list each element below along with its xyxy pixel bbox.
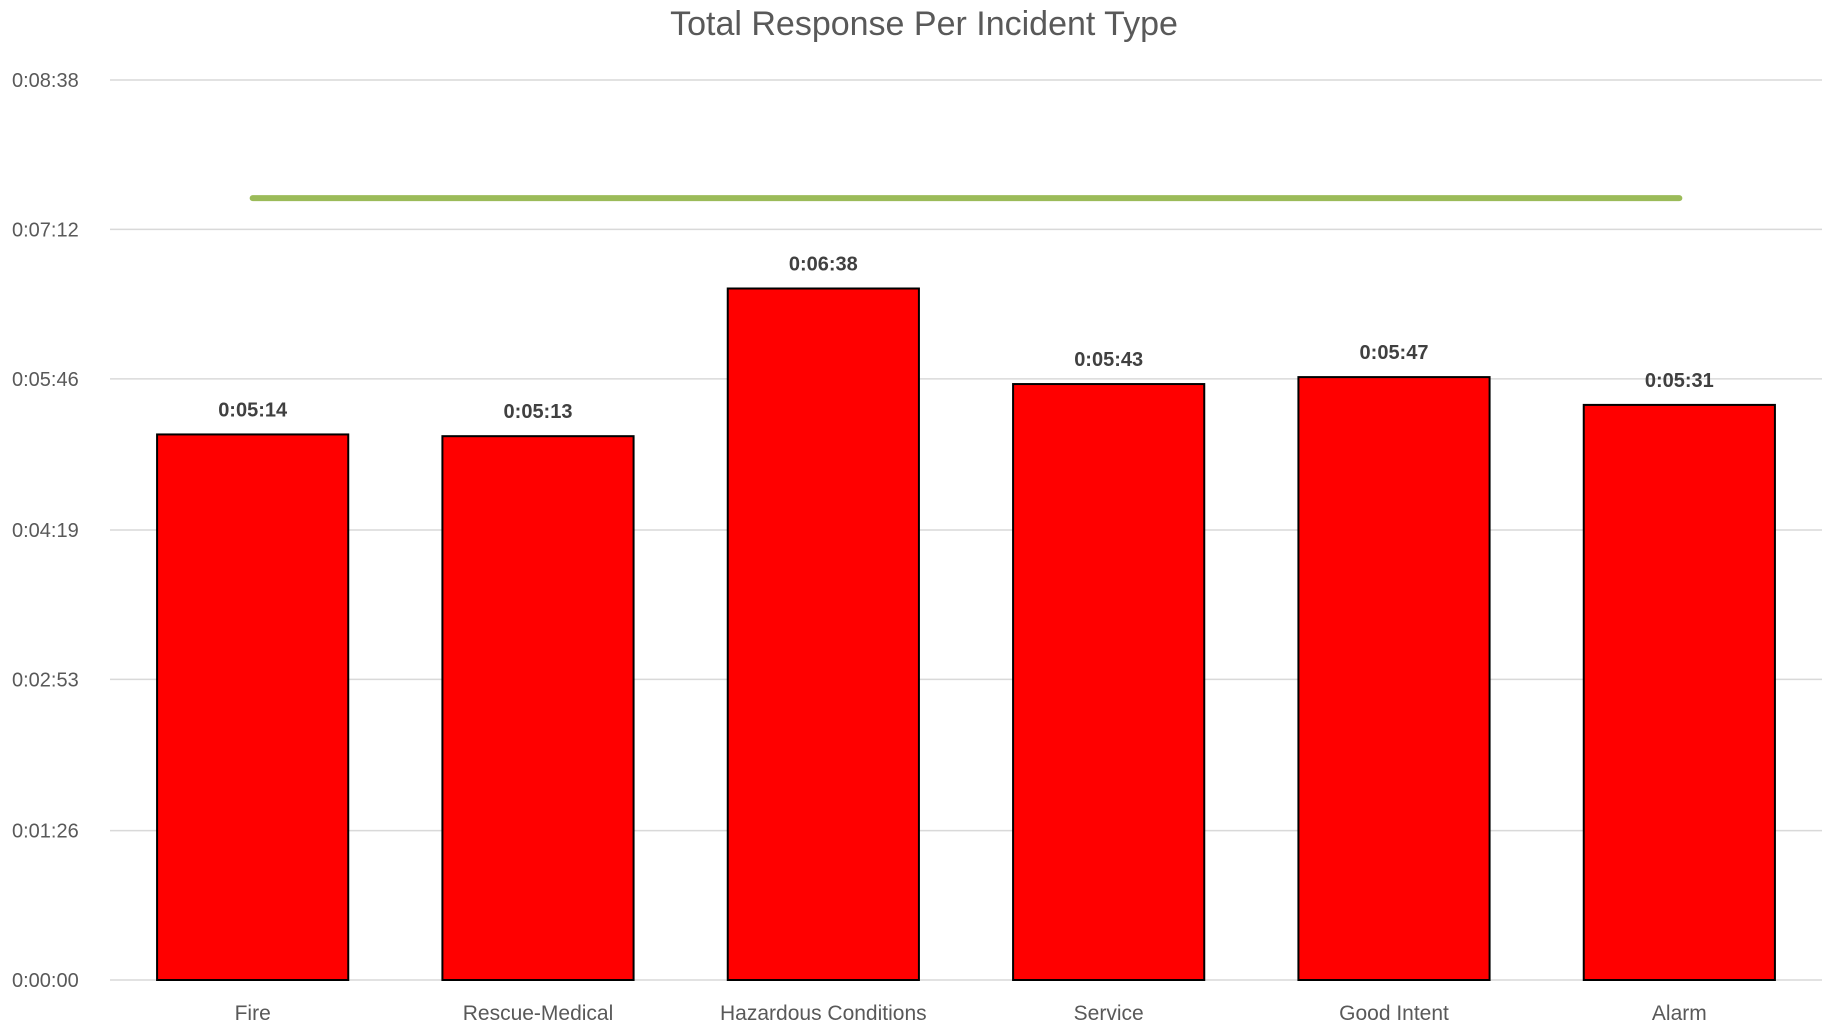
bars <box>156 287 1776 982</box>
x-category-label: Alarm <box>1652 1002 1707 1025</box>
y-tick-label: 0:00:00 <box>12 970 79 992</box>
x-category-label: Hazardous Conditions <box>720 1002 927 1025</box>
bar <box>1012 383 1206 981</box>
x-category-label: Rescue-Medical <box>463 1002 614 1025</box>
bar <box>1297 376 1491 981</box>
y-axis-tick-labels: 0:00:00 0:01:26 0:02:53 0:04:19 0:05:46 0:07:… <box>12 70 79 992</box>
bar <box>156 433 350 982</box>
gridlines <box>110 79 1822 981</box>
data-label: 0:05:47 <box>1360 342 1429 364</box>
x-category-label: Fire <box>235 1002 271 1025</box>
data-label: 0:05:43 <box>1074 349 1143 371</box>
x-category-label: Service <box>1074 1002 1144 1025</box>
y-tick-label: 0:01:26 <box>12 821 79 843</box>
data-label: 0:05:14 <box>218 399 288 421</box>
bar <box>441 435 635 981</box>
x-axis-category-labels: Fire Rescue-Medical Hazardous Conditions Se… <box>235 1002 1707 1025</box>
y-tick-label: 0:04:19 <box>12 520 79 542</box>
y-tick-label: 0:05:46 <box>12 369 79 391</box>
data-label: 0:05:13 <box>504 401 573 423</box>
bar <box>726 287 920 981</box>
data-label: 0:06:38 <box>789 253 858 275</box>
chart-title: Total Response Per Incident Type <box>670 5 1178 43</box>
y-tick-label: 0:07:12 <box>12 219 79 241</box>
x-category-label: Good Intent <box>1339 1002 1449 1025</box>
data-label: 0:05:31 <box>1645 370 1714 392</box>
y-tick-label: 0:08:38 <box>12 70 79 92</box>
y-tick-label: 0:02:53 <box>12 669 79 691</box>
bar <box>1582 403 1776 981</box>
data-labels: 0:05:14 0:05:13 0:06:38 0:05:43 0:05:47 0:05:… <box>218 253 1714 423</box>
